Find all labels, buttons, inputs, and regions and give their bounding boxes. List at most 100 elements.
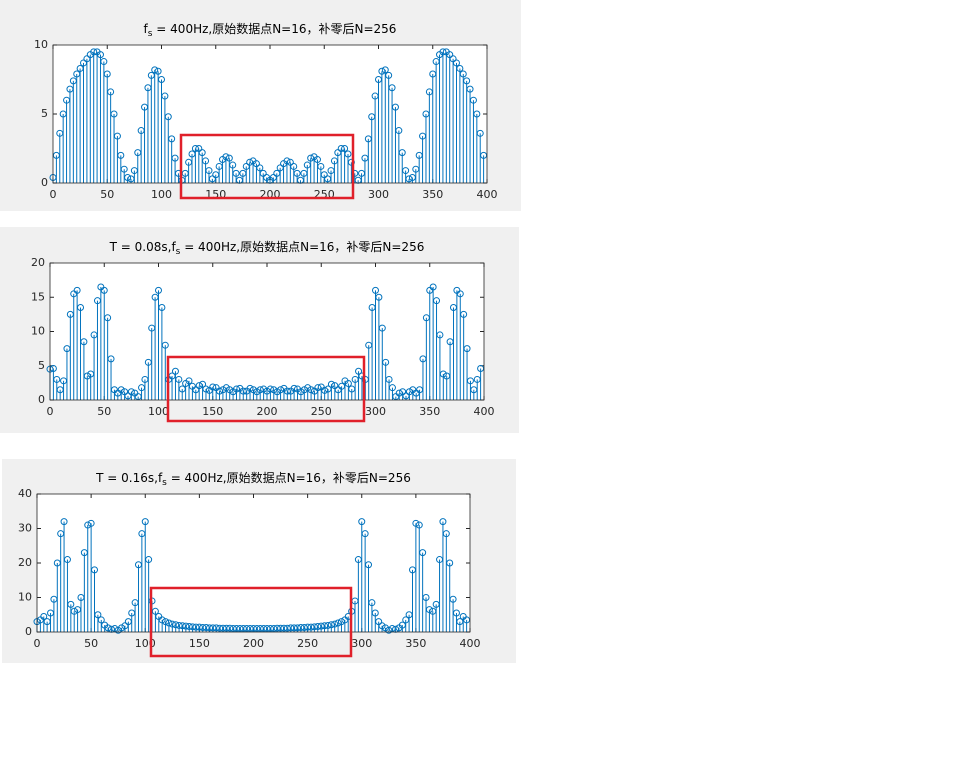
title-part: s [162, 478, 167, 488]
y-tick-label: 10 [31, 325, 45, 338]
stem-marker [100, 286, 108, 294]
stem-marker [175, 621, 183, 629]
stem-marker [195, 145, 203, 152]
chart: T = 0.08s,fs = 400Hz,原始数据点N=16，补零后N=256 0… [31, 239, 495, 419]
stem-marker [375, 293, 383, 301]
stem-marker [158, 304, 166, 312]
y-tick-label: 40 [18, 487, 32, 500]
stem-marker [117, 151, 125, 159]
title-part: = 400Hz,原始数据点N=16，补零后N=256 [167, 470, 411, 485]
stem-marker [151, 607, 159, 615]
x-tick-label: 0 [47, 405, 54, 418]
title-part: f [144, 22, 149, 36]
stem-marker [429, 283, 437, 291]
stem-marker [91, 566, 99, 574]
stem-marker [246, 384, 254, 392]
stem-marker [151, 66, 159, 74]
stem-marker [161, 92, 169, 100]
stem-marker [449, 595, 457, 603]
stem-marker [449, 55, 457, 63]
x-tick-label: 0 [50, 188, 57, 201]
stem-marker [107, 355, 115, 363]
stem-marker [341, 145, 349, 152]
stem-marker [222, 384, 230, 392]
stem-marker [175, 375, 183, 383]
x-tick-label: 50 [100, 188, 114, 201]
stem-marker [225, 154, 233, 162]
x-tick-label: 100 [135, 637, 156, 650]
stem-marker [104, 314, 112, 322]
stem-marker [222, 153, 230, 161]
stem-marker [117, 386, 125, 394]
stem-marker [466, 85, 474, 93]
stem-marker [422, 594, 430, 601]
x-tick-label: 100 [151, 188, 172, 201]
plot-area [37, 494, 470, 632]
plot-area [50, 263, 484, 400]
stem-marker [402, 167, 410, 175]
x-tick-label: 300 [351, 637, 372, 650]
stem-marker [313, 156, 321, 164]
y-tick-label: 0 [41, 176, 48, 189]
stem-marker [466, 377, 474, 385]
stem-marker [361, 530, 369, 538]
title-part: s [148, 29, 153, 39]
x-tick-label: 50 [84, 637, 98, 650]
y-tick-label: 15 [31, 290, 45, 303]
stem-marker [110, 110, 118, 118]
y-tick-label: 10 [34, 38, 48, 51]
x-tick-label: 400 [477, 188, 498, 201]
axes-box [49, 262, 485, 401]
stem-marker [185, 377, 193, 385]
highlight-box [166, 355, 366, 423]
stem-marker [87, 519, 95, 527]
stem-marker [473, 110, 481, 118]
stem-marker [185, 622, 193, 630]
stem-marker [103, 70, 111, 78]
stem-marker [121, 388, 129, 396]
stem-marker [199, 380, 207, 388]
stem-marker [304, 384, 312, 392]
stem-marker [456, 64, 464, 72]
x-tick-label: 100 [148, 405, 169, 418]
stem-marker [442, 530, 450, 538]
stem-marker [198, 149, 206, 157]
stem-marker [398, 149, 406, 157]
stem-marker [372, 286, 379, 294]
stem-marker [399, 388, 407, 396]
stem-marker [202, 385, 210, 393]
stem-marker [80, 338, 88, 346]
stem-marker [293, 169, 301, 177]
stem-marker [283, 157, 291, 165]
stem-marker [331, 382, 339, 390]
x-tick-label: 200 [257, 405, 278, 418]
stem-marker [158, 616, 166, 624]
stem-marker [145, 556, 153, 564]
stem-marker [358, 518, 366, 526]
stem-marker [162, 618, 170, 626]
x-tick-label: 50 [97, 405, 111, 418]
y-tick-label: 0 [25, 625, 32, 638]
stem-marker [94, 611, 102, 619]
stem-marker [381, 66, 389, 74]
stem-marker [344, 380, 352, 388]
x-tick-label: 250 [297, 637, 318, 650]
stem-marker [378, 324, 386, 332]
y-tick-label: 10 [18, 591, 32, 604]
stem-marker [100, 58, 108, 66]
y-tick-label: 0 [38, 393, 45, 406]
stem-marker [226, 386, 234, 394]
stem-marker [436, 331, 444, 339]
stem-marker [317, 162, 325, 170]
stem-marker [439, 370, 447, 378]
title-part: = 400Hz,原始数据点N=16，补零后N=256 [152, 21, 396, 36]
x-tick-label: 250 [311, 405, 332, 418]
stem-marker [463, 77, 471, 85]
stem-marker [270, 386, 278, 394]
stem-marker [395, 127, 403, 135]
plot-area [53, 45, 487, 183]
highlight-box [179, 133, 355, 200]
stem-marker [266, 385, 274, 393]
